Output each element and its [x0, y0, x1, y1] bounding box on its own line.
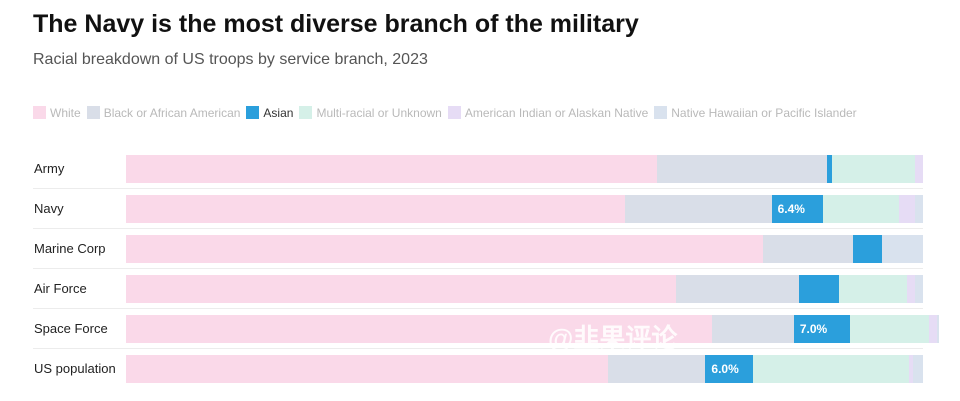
bar-segment[interactable] — [675, 275, 800, 303]
bar-segment[interactable] — [929, 315, 938, 343]
legend-label: Black or African American — [103, 106, 241, 120]
legend-item[interactable]: Native Hawaiian or Pacific Islander — [654, 106, 857, 120]
legend-swatch — [447, 106, 461, 119]
legend-label: Multi-racial or Unknown — [316, 106, 442, 120]
bar-segment[interactable] — [881, 235, 923, 263]
bar-segment[interactable] — [799, 275, 840, 303]
bar-segment[interactable] — [937, 315, 939, 343]
stacked-bar-chart: Army 0.6% Navy 6.4% Marine Corp 3.6% Air Force… — [0, 148, 960, 388]
legend-item[interactable]: American Indian or Alaskan Native — [447, 106, 649, 120]
bar-segment[interactable] — [908, 355, 913, 383]
stacked-bar: 5.0% — [126, 275, 923, 303]
bar-segment[interactable] — [832, 155, 916, 183]
bar-segment[interactable] — [126, 235, 763, 263]
bar-segment[interactable] — [753, 355, 909, 383]
legend-item[interactable]: Black or African American — [86, 106, 241, 120]
row-separator — [33, 308, 923, 309]
bar-segment[interactable] — [126, 275, 676, 303]
chart-subtitle: Racial breakdown of US troops by service… — [33, 51, 428, 68]
legend-label: Native Hawaiian or Pacific Islander — [671, 106, 857, 120]
stacked-bar: 0.6% — [126, 155, 923, 183]
chart-legend: White Black or African American Asian Multi… — [33, 103, 903, 123]
bar-segment[interactable] — [624, 195, 772, 223]
legend-label: Asian — [263, 106, 294, 120]
category-label: Army — [34, 161, 65, 176]
bar-segment[interactable] — [126, 315, 712, 343]
row-separator — [33, 268, 923, 269]
bar-segment[interactable] — [915, 195, 923, 223]
bar-segment[interactable] — [656, 155, 828, 183]
legend-label: American Indian or Alaskan Native — [464, 106, 649, 120]
bar-segment[interactable] — [126, 355, 609, 383]
bar-segment[interactable] — [912, 355, 923, 383]
data-label: 7.0% — [799, 322, 828, 336]
bar-segment[interactable] — [839, 275, 908, 303]
bar-segment[interactable] — [126, 155, 657, 183]
stacked-bar: 6.0% — [126, 355, 923, 383]
bar-segment[interactable] — [822, 195, 900, 223]
bar-segment[interactable] — [126, 195, 625, 223]
row-separator — [33, 348, 923, 349]
bar-segment[interactable] — [907, 275, 916, 303]
legend-item[interactable]: White — [33, 106, 81, 120]
legend-swatch — [33, 106, 46, 119]
bar-segment[interactable] — [762, 235, 853, 263]
bar-segment[interactable] — [793, 315, 850, 343]
bar-segment[interactable] — [915, 275, 923, 303]
bar-segment[interactable] — [852, 235, 882, 263]
row-separator — [33, 188, 923, 189]
stacked-bar: 3.6% — [126, 235, 923, 263]
category-label: Marine Corp — [34, 241, 106, 256]
legend-swatch — [299, 106, 313, 119]
bar-segment[interactable] — [915, 155, 923, 183]
bar-segment[interactable] — [899, 195, 916, 223]
category-label: Space Force — [34, 321, 108, 336]
bar-segment[interactable] — [705, 355, 754, 383]
data-label: 6.4% — [777, 202, 805, 216]
bar-segment[interactable] — [608, 355, 706, 383]
row-separator — [33, 228, 923, 229]
stacked-bar: 6.4% — [126, 195, 923, 223]
legend-swatch — [86, 106, 100, 119]
stacked-bar: 7.0% — [126, 315, 939, 343]
category-label: US population — [34, 361, 116, 376]
category-label: Navy — [34, 201, 64, 216]
legend-swatch — [246, 106, 260, 119]
bar-segment[interactable] — [771, 195, 823, 223]
legend-item[interactable]: Multi-racial or Unknown — [299, 106, 442, 120]
bar-segment[interactable] — [711, 315, 794, 343]
legend-label: White — [50, 106, 81, 120]
data-label: 6.0% — [711, 362, 739, 376]
legend-item[interactable]: Asian — [246, 106, 293, 120]
legend-swatch — [654, 106, 668, 119]
category-label: Air Force — [34, 281, 87, 296]
chart-title: The Navy is the most diverse branch of t… — [33, 10, 639, 38]
bar-segment[interactable] — [827, 155, 833, 183]
bar-segment[interactable] — [849, 315, 930, 343]
